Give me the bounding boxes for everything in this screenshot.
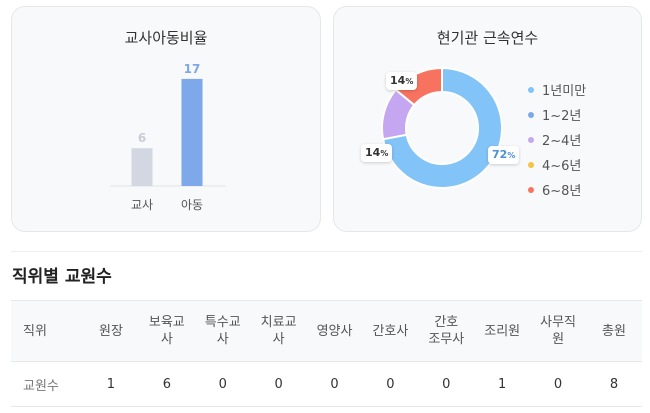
bar-category-label: 아동 — [181, 198, 203, 212]
column-header: 보육교 사 — [138, 300, 195, 362]
column-header: 간호 조무사 — [418, 300, 475, 362]
row-label: 교원수 — [11, 361, 83, 407]
tenure-card: 현기관 근속연수 14% 14% 72% 1년미만 1~2년 2~4년 4~6년… — [333, 6, 642, 232]
legend-dot-icon — [528, 186, 534, 193]
donut-label-unit: % — [507, 151, 516, 160]
legend-label: 1년미만 — [542, 84, 587, 99]
legend-dot-icon — [528, 136, 534, 143]
table-header-row: 직위 원장 보육교 사 특수교 사 치료교 사 영양사 간호사 간호 조무사 조리원 사… — [11, 300, 642, 362]
donut-label-6-8-value: 14 — [390, 74, 406, 87]
column-header: 총원 — [586, 300, 642, 362]
legend-item[interactable]: 4~6년 — [528, 152, 586, 177]
table-cell: 0 — [194, 361, 251, 407]
tenure-donut-chart — [381, 66, 503, 189]
section-divider — [11, 251, 642, 252]
legend-dot-icon — [528, 86, 534, 93]
legend-label: 6~8년 — [542, 184, 582, 199]
staff-section-title: 직위별 교원수 — [12, 267, 112, 287]
bar-value-label: 17 — [184, 62, 201, 76]
staff-by-position-table: 직위 원장 보육교 사 특수교 사 치료교 사 영양사 간호사 간호 조무사 조리원 사… — [11, 300, 642, 407]
table-cell: 0 — [362, 361, 419, 407]
ratio-card-title: 교사아동비율 — [124, 29, 208, 47]
table-cell: 1 — [83, 361, 139, 407]
table-row: 교원수 1 6 0 0 0 0 0 1 0 8 — [11, 361, 642, 407]
donut-label-2-4-value: 14 — [365, 146, 381, 159]
legend-label: 2~4년 — [542, 134, 582, 149]
legend-label: 1~2년 — [542, 109, 582, 124]
column-header: 영양사 — [306, 300, 363, 362]
column-header: 원장 — [83, 300, 139, 362]
bar-category-label: 교사 — [131, 198, 153, 212]
donut-label-under-1: 72% — [488, 146, 520, 164]
donut-label-unit: % — [380, 149, 389, 158]
table-cell: 6 — [138, 361, 195, 407]
tenure-card-title: 현기관 근속연수 — [436, 29, 539, 47]
legend-item[interactable]: 1년미만 — [528, 77, 586, 102]
bar-value-label: 6 — [138, 131, 146, 145]
tenure-legend: 1년미만 1~2년 2~4년 4~6년 6~8년 — [528, 77, 586, 202]
table-cell: 8 — [586, 361, 642, 407]
column-header: 치료교 사 — [250, 300, 307, 362]
legend-item[interactable]: 6~8년 — [528, 177, 586, 202]
table-cell: 0 — [250, 361, 307, 407]
table-cell: 0 — [530, 361, 587, 407]
column-header: 조리원 — [474, 300, 531, 362]
bar-child — [181, 78, 203, 186]
table-cell: 1 — [474, 361, 531, 407]
column-header: 사무직 원 — [530, 300, 587, 362]
donut-label-6-8: 14% — [386, 72, 418, 90]
table-cell: 0 — [418, 361, 475, 407]
donut-label-unit: % — [405, 77, 414, 86]
donut-label-under-1-value: 72 — [492, 148, 508, 161]
legend-dot-icon — [528, 111, 534, 118]
legend-item[interactable]: 2~4년 — [528, 127, 586, 152]
legend-label: 4~6년 — [542, 159, 582, 174]
column-header: 간호사 — [362, 300, 419, 362]
ratio-bar-chart: 6 교사 17 아동 — [110, 62, 226, 212]
column-header: 특수교 사 — [194, 300, 251, 362]
column-header: 직위 — [11, 300, 83, 362]
donut-label-2-4: 14% — [361, 144, 393, 162]
bar-teacher — [131, 148, 153, 186]
teacher-child-ratio-card: 교사아동비율 6 교사 17 아동 — [11, 6, 321, 232]
legend-dot-icon — [528, 161, 534, 168]
legend-item[interactable]: 1~2년 — [528, 102, 586, 127]
table-cell: 0 — [306, 361, 363, 407]
